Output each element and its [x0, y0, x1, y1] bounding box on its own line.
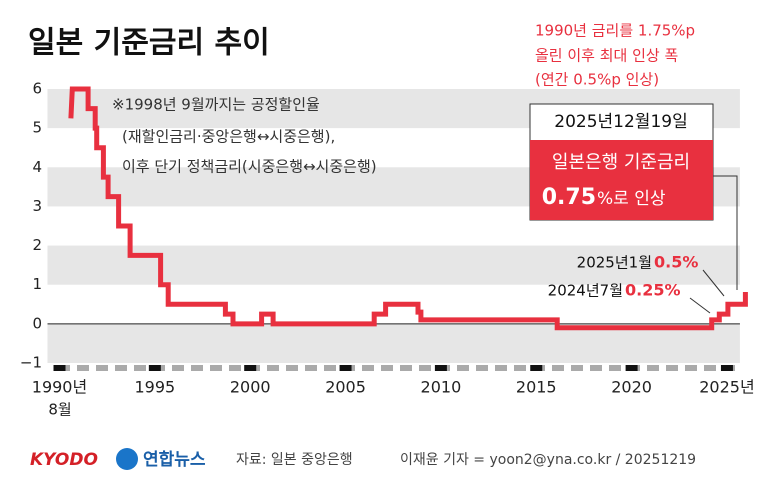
callout-date: 2025년1월	[577, 254, 652, 272]
box-value: 0.75	[542, 185, 596, 210]
pointer	[689, 297, 711, 314]
x-tick-label: 2010	[421, 378, 462, 397]
y-tick-label: 6	[32, 80, 42, 98]
rate-line	[68, 86, 748, 331]
y-tick-label: 1	[32, 275, 42, 293]
source: 자료: 일본 중앙은행	[236, 452, 353, 468]
leader-line	[713, 175, 738, 290]
x-tick	[148, 365, 161, 371]
chart-title: 일본 기준금리 추이	[28, 26, 270, 61]
footnote: (재할인금리·중앙은행↔시중은행),	[122, 128, 335, 146]
top-note: 올린 이후 최대 인상 폭	[535, 47, 678, 65]
credit: 이재윤 기자 = yoon2@yna.co.kr / 20251219	[400, 452, 696, 468]
y-tick-label: −1	[20, 354, 42, 372]
top-note: 1990년 금리를 1.75%p	[535, 22, 695, 40]
top-note: (연간 0.5%p 인상)	[535, 71, 659, 89]
x-tick-label: 2005	[325, 378, 366, 397]
x-tick-label: 2000	[230, 378, 271, 397]
x-tick	[720, 365, 733, 371]
x-tick	[244, 365, 257, 371]
x-tick	[53, 365, 66, 371]
x-tick	[625, 365, 638, 371]
y-tick-label: 2	[32, 236, 42, 254]
x-tick	[434, 365, 447, 371]
x-note: 8월	[48, 401, 71, 419]
box-date: 2025년12월19일	[554, 112, 687, 132]
callout-value: 0.5%	[654, 253, 698, 272]
y-tick-label: 4	[32, 158, 42, 176]
x-tick-label: 1995	[134, 378, 175, 397]
logo	[116, 448, 138, 470]
callout-date: 2024년7월	[548, 282, 623, 300]
x-tick	[339, 365, 352, 371]
x-tick-label: 2025년	[699, 378, 754, 397]
pointer	[702, 269, 725, 297]
box-suffix: %로 인상	[597, 189, 666, 209]
callout-box-red	[530, 140, 713, 220]
footnote: ※1998년 9월까지는 공정할인율	[112, 96, 320, 114]
grid-band	[47, 323, 740, 363]
x-tick	[530, 365, 543, 371]
brand: KYODO	[30, 450, 98, 470]
x-tick-label: 2015	[516, 378, 557, 397]
y-tick-label: 5	[32, 119, 42, 137]
x-tick-label: 2020	[611, 378, 652, 397]
x-tick-label: 1990년	[32, 378, 87, 397]
y-tick-label: 3	[32, 197, 42, 215]
brand: 연합뉴스	[143, 449, 206, 470]
footnote: 이후 단기 정책금리(시중은행↔시중은행)	[122, 158, 377, 176]
box-title: 일본은행 기준금리	[552, 152, 690, 173]
callout-value: 0.25%	[625, 281, 681, 300]
y-tick-label: 0	[32, 314, 42, 332]
